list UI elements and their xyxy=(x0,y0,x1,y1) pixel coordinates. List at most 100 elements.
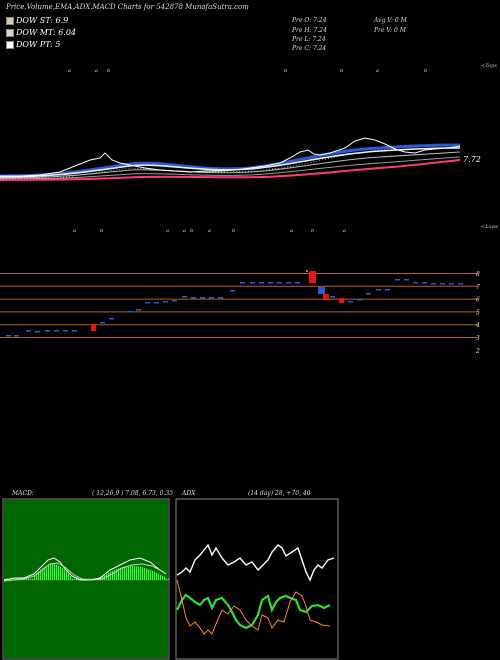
macd-bar xyxy=(34,575,36,580)
macd-bar xyxy=(162,575,164,580)
macd-bar xyxy=(152,570,154,580)
macd-bar xyxy=(108,572,110,580)
low-marker: b xyxy=(311,228,314,234)
macd-bar xyxy=(128,566,130,580)
level-tick-label: 3 xyxy=(476,335,480,342)
macd-bar xyxy=(154,571,156,580)
prev-high: Pre H: 7.24 xyxy=(292,27,327,34)
macd-bar xyxy=(10,578,12,580)
macd-bar xyxy=(26,578,28,580)
macd-bar xyxy=(112,570,114,580)
pt-swatch xyxy=(6,41,14,49)
low-marker: b xyxy=(190,228,193,234)
mt-swatch xyxy=(6,29,14,37)
level-tick-label: 5 xyxy=(476,309,480,316)
price-line xyxy=(0,137,461,177)
adx-plus-di xyxy=(176,543,335,582)
macd-bar xyxy=(114,569,116,580)
macd-bar xyxy=(58,565,60,580)
macd-bar xyxy=(116,569,118,580)
macd-bar xyxy=(148,569,150,580)
macd-bar xyxy=(28,578,30,580)
top-marker: a xyxy=(376,68,379,74)
macd-bar xyxy=(48,564,50,580)
low-marker: a xyxy=(73,228,76,234)
macd-bar xyxy=(74,578,76,580)
macd-bar xyxy=(126,566,128,580)
macd-bar xyxy=(32,578,34,580)
ema-white-thick xyxy=(0,147,461,178)
low-marker: a xyxy=(208,228,211,234)
ema-pink-line xyxy=(0,159,461,181)
level-dashes xyxy=(6,279,463,337)
level-tick-label: 8 xyxy=(476,271,480,278)
macd-bar xyxy=(166,578,168,580)
level-tick-label: 2 xyxy=(475,348,480,355)
ema-lines xyxy=(0,137,461,181)
low-marker: a xyxy=(183,228,186,234)
dow-mt: DOW MT: 6.04 xyxy=(16,28,77,37)
macd-bar xyxy=(120,567,122,580)
macd-bar xyxy=(140,566,142,580)
level-red-boxes xyxy=(91,271,344,331)
macd-bar xyxy=(124,566,126,580)
macd-bar xyxy=(102,575,104,580)
low-marker: a xyxy=(166,228,169,234)
macd-bar xyxy=(12,578,14,580)
macd-bar xyxy=(70,575,72,580)
lows-label: <Lows xyxy=(481,224,499,230)
macd-panel xyxy=(2,498,170,660)
macd-bar xyxy=(64,569,66,580)
macd-bar xyxy=(132,566,134,580)
macd-bar xyxy=(30,578,32,580)
macd-bar xyxy=(168,578,170,580)
macd-signal-line xyxy=(3,562,167,582)
macd-bar xyxy=(164,576,166,580)
macd-bar xyxy=(122,567,124,580)
ema-grey-1 xyxy=(0,151,461,179)
macd-bar xyxy=(42,568,44,580)
level-tick-label: 7 xyxy=(476,284,480,291)
macd-label: MACD: xyxy=(12,490,34,497)
macd-bar xyxy=(130,566,132,580)
macd-line xyxy=(3,557,167,581)
level-tick-label: 4 xyxy=(475,322,480,329)
macd-bar xyxy=(68,573,70,580)
macd-bar xyxy=(44,566,46,580)
low-marker: b xyxy=(100,228,103,234)
prev-volume: Pre V: 0 M xyxy=(374,27,406,34)
tops-label: <Tops xyxy=(481,63,497,69)
macd-bar xyxy=(54,564,56,580)
macd-bar xyxy=(66,571,68,580)
macd-bar xyxy=(118,568,120,580)
top-marker: b xyxy=(424,68,427,74)
macd-bar xyxy=(110,571,112,580)
adx-panel xyxy=(175,498,339,660)
macd-bar xyxy=(60,566,62,580)
low-marker: a xyxy=(343,228,346,234)
macd-bar xyxy=(90,578,92,580)
last-price-label: 7.72 xyxy=(463,155,481,164)
macd-bar xyxy=(46,565,48,580)
top-marker: a xyxy=(68,68,71,74)
macd-bar xyxy=(52,564,54,580)
macd-bar xyxy=(80,578,82,580)
macd-bar xyxy=(138,566,140,580)
macd-bar xyxy=(134,566,136,580)
ema-grey-2 xyxy=(0,156,461,180)
level-tick-labels: 2 3 4 5 6 7 8 xyxy=(475,271,480,355)
prev-close: Pre C: 7.24 xyxy=(292,45,327,52)
macd-bar xyxy=(144,567,146,580)
macd-bar xyxy=(72,578,74,580)
top-marker: a xyxy=(95,68,98,74)
macd-bar xyxy=(50,564,52,580)
price-level-lines xyxy=(0,273,478,338)
chart-title: Price,Volume,EMA,ADX,MACD Charts for 542… xyxy=(6,3,249,11)
macd-bar xyxy=(100,576,102,580)
macd-bar xyxy=(156,572,158,580)
macd-bar xyxy=(56,564,58,580)
macd-bar xyxy=(150,569,152,580)
macd-bar xyxy=(40,569,42,580)
st-swatch xyxy=(6,17,14,25)
